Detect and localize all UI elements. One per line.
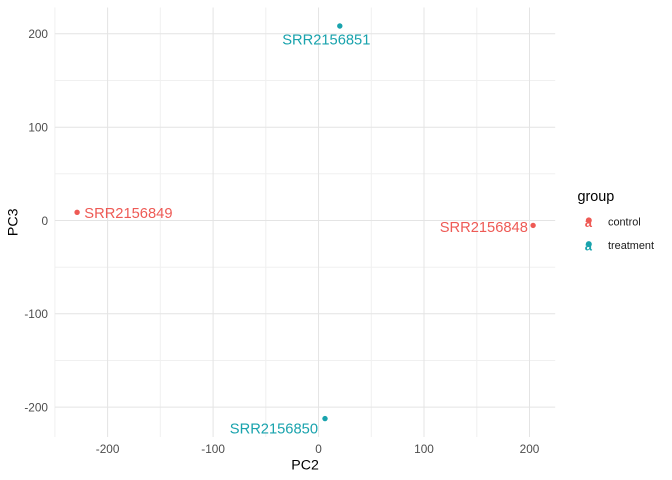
svg-text:a: a	[585, 239, 593, 254]
svg-text:treatment: treatment	[608, 240, 654, 252]
svg-text:-100: -100	[201, 442, 225, 456]
svg-text:SRR2156850: SRR2156850	[230, 422, 318, 438]
svg-text:PC2: PC2	[291, 458, 319, 474]
svg-text:100: 100	[28, 121, 48, 135]
svg-text:200: 200	[520, 442, 540, 456]
svg-text:SRR2156849: SRR2156849	[84, 206, 172, 222]
svg-text:-200: -200	[24, 400, 48, 414]
svg-text:-100: -100	[24, 307, 48, 321]
svg-text:-200: -200	[96, 442, 120, 456]
svg-text:group: group	[578, 189, 615, 205]
svg-text:0: 0	[41, 214, 48, 228]
svg-text:100: 100	[414, 442, 434, 456]
svg-text:a: a	[585, 215, 593, 230]
svg-text:SRR2156851: SRR2156851	[282, 33, 370, 49]
svg-text:PC3: PC3	[6, 208, 22, 236]
svg-text:200: 200	[28, 27, 48, 41]
svg-text:0: 0	[315, 442, 322, 456]
svg-text:SRR2156848: SRR2156848	[440, 220, 528, 236]
svg-text:control: control	[608, 216, 641, 228]
